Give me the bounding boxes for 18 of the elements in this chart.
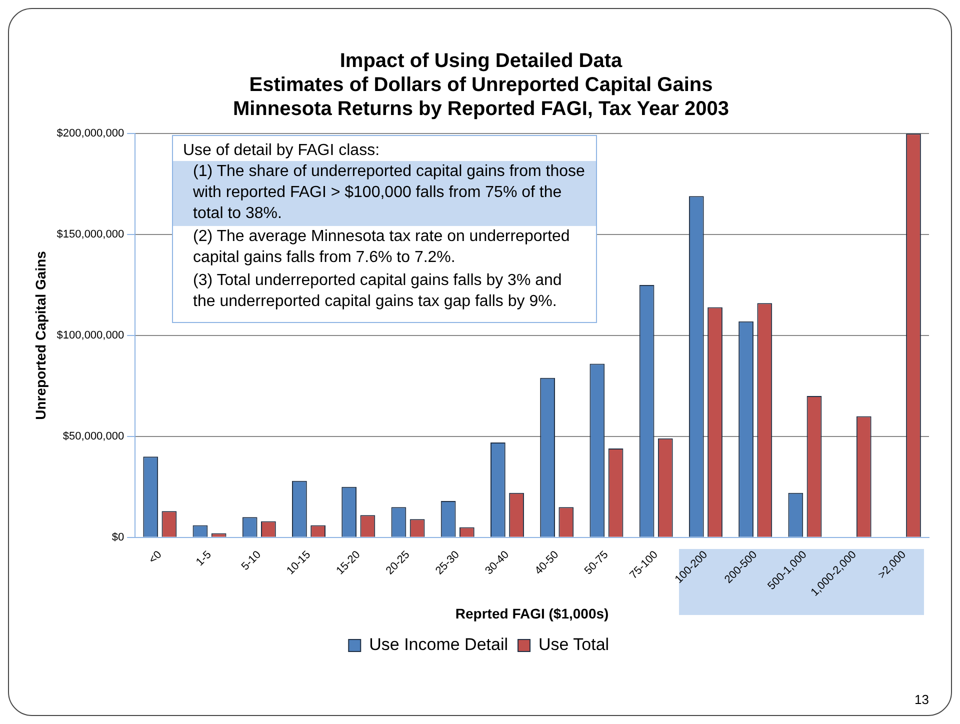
- chart-title: Impact of Using Detailed Data: [338, 49, 624, 73]
- legend-label: Use Total: [538, 635, 610, 654]
- annotation: (2) The average Minnesota tax rate on underreported capital gains falls from 7.6% to 7.2%.: [192, 227, 571, 268]
- text: 13: [914, 692, 929, 707]
- annotation: (3) Total underreported capital gains falls by 3% and the underreported capital gains tax gap falls by 9%.: [192, 271, 563, 312]
- x-tick-label: 1-5: [194, 548, 214, 569]
- y-tick-label: $200,000,000: [56, 128, 124, 140]
- x-axis-title: Reprted FAGI ($1,000s): [455, 605, 609, 622]
- annotation: (1) The share of underreported capital gains from those with reported FAGI > $100,000 falls from 75% of the total to 38%.: [173, 161, 596, 226]
- legend-label: Use Income Detail: [369, 635, 508, 654]
- y-tick-label: $0: [112, 531, 124, 544]
- y-tick-label: $150,000,000: [56, 228, 124, 241]
- y-axis-title: Unreported Capital Gains: [32, 250, 48, 420]
- x-tick-label: <0: [146, 548, 164, 566]
- chart-subtitle: Estimates of Dollars of Unreported Capital Gains Minnesota Returns by Reported FAGI, Tax Year 2003: [232, 73, 730, 121]
- annotation: Use of detail by FAGI class:: [182, 141, 381, 161]
- y-tick-label: $100,000,000: [56, 330, 124, 342]
- y-tick-label: $50,000,000: [62, 430, 124, 442]
